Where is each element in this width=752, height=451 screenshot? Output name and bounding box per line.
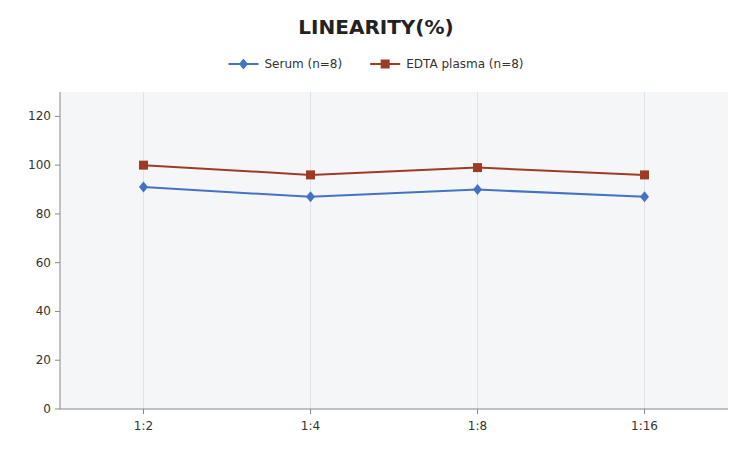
legend-swatch-marker <box>239 59 248 70</box>
data-point <box>640 191 649 202</box>
plot-background <box>60 92 728 409</box>
y-tick-label: 100 <box>28 158 51 172</box>
legend-item: EDTA plasma (n=8) <box>370 57 523 71</box>
legend-item: Serum (n=8) <box>228 57 342 71</box>
y-tick <box>55 311 60 312</box>
legend-swatch-marker <box>381 60 390 69</box>
data-point <box>139 161 148 170</box>
x-tick <box>644 409 645 414</box>
legend: Serum (n=8) EDTA plasma (n=8) <box>228 57 523 71</box>
grid-line <box>143 92 144 409</box>
x-tick-label: 1:2 <box>134 419 153 433</box>
y-tick-label: 20 <box>36 353 51 367</box>
x-tick-label: 1:8 <box>468 419 487 433</box>
grid-line <box>644 92 645 409</box>
series-line <box>144 165 645 175</box>
chart-svg: 0 20 40 60 80 100 120 1:2 1:4 1:8 1:16 LINEARITY(%)… <box>0 0 752 451</box>
x-tick <box>143 409 144 414</box>
chart-container: 0 20 40 60 80 100 120 1:2 1:4 1:8 1:16 LINEARITY(%)… <box>0 0 752 451</box>
data-layer <box>139 161 649 203</box>
y-axis-line <box>60 92 61 409</box>
data-point <box>640 170 649 179</box>
x-tick-label: 1:4 <box>301 419 320 433</box>
x-tick <box>477 409 478 414</box>
data-point <box>473 184 482 195</box>
y-tick-label: 0 <box>43 402 51 416</box>
y-tick <box>55 116 60 117</box>
y-tick <box>55 360 60 361</box>
page: {"chart_data": {"type": "line", "title":… <box>0 0 752 451</box>
chart-title: LINEARITY(%) <box>298 15 453 39</box>
y-tick-label: 40 <box>36 304 51 318</box>
y-tick <box>55 213 60 214</box>
y-tick-label: 80 <box>36 207 51 221</box>
y-tick-label: 60 <box>36 256 51 270</box>
y-tick-label: 120 <box>28 109 51 123</box>
data-point <box>306 170 315 179</box>
grid-line <box>477 92 478 409</box>
x-tick-label: 1:16 <box>631 419 658 433</box>
x-axis-line <box>60 409 728 410</box>
y-tick <box>55 409 60 410</box>
legend-label: EDTA plasma (n=8) <box>406 57 523 71</box>
data-point <box>306 191 315 202</box>
y-tick <box>55 262 60 263</box>
legend-label: Serum (n=8) <box>264 57 342 71</box>
data-point <box>139 182 148 193</box>
data-point <box>473 163 482 172</box>
y-tick <box>55 165 60 166</box>
series-line <box>144 187 645 197</box>
grid-line <box>310 92 311 409</box>
x-tick <box>310 409 311 414</box>
